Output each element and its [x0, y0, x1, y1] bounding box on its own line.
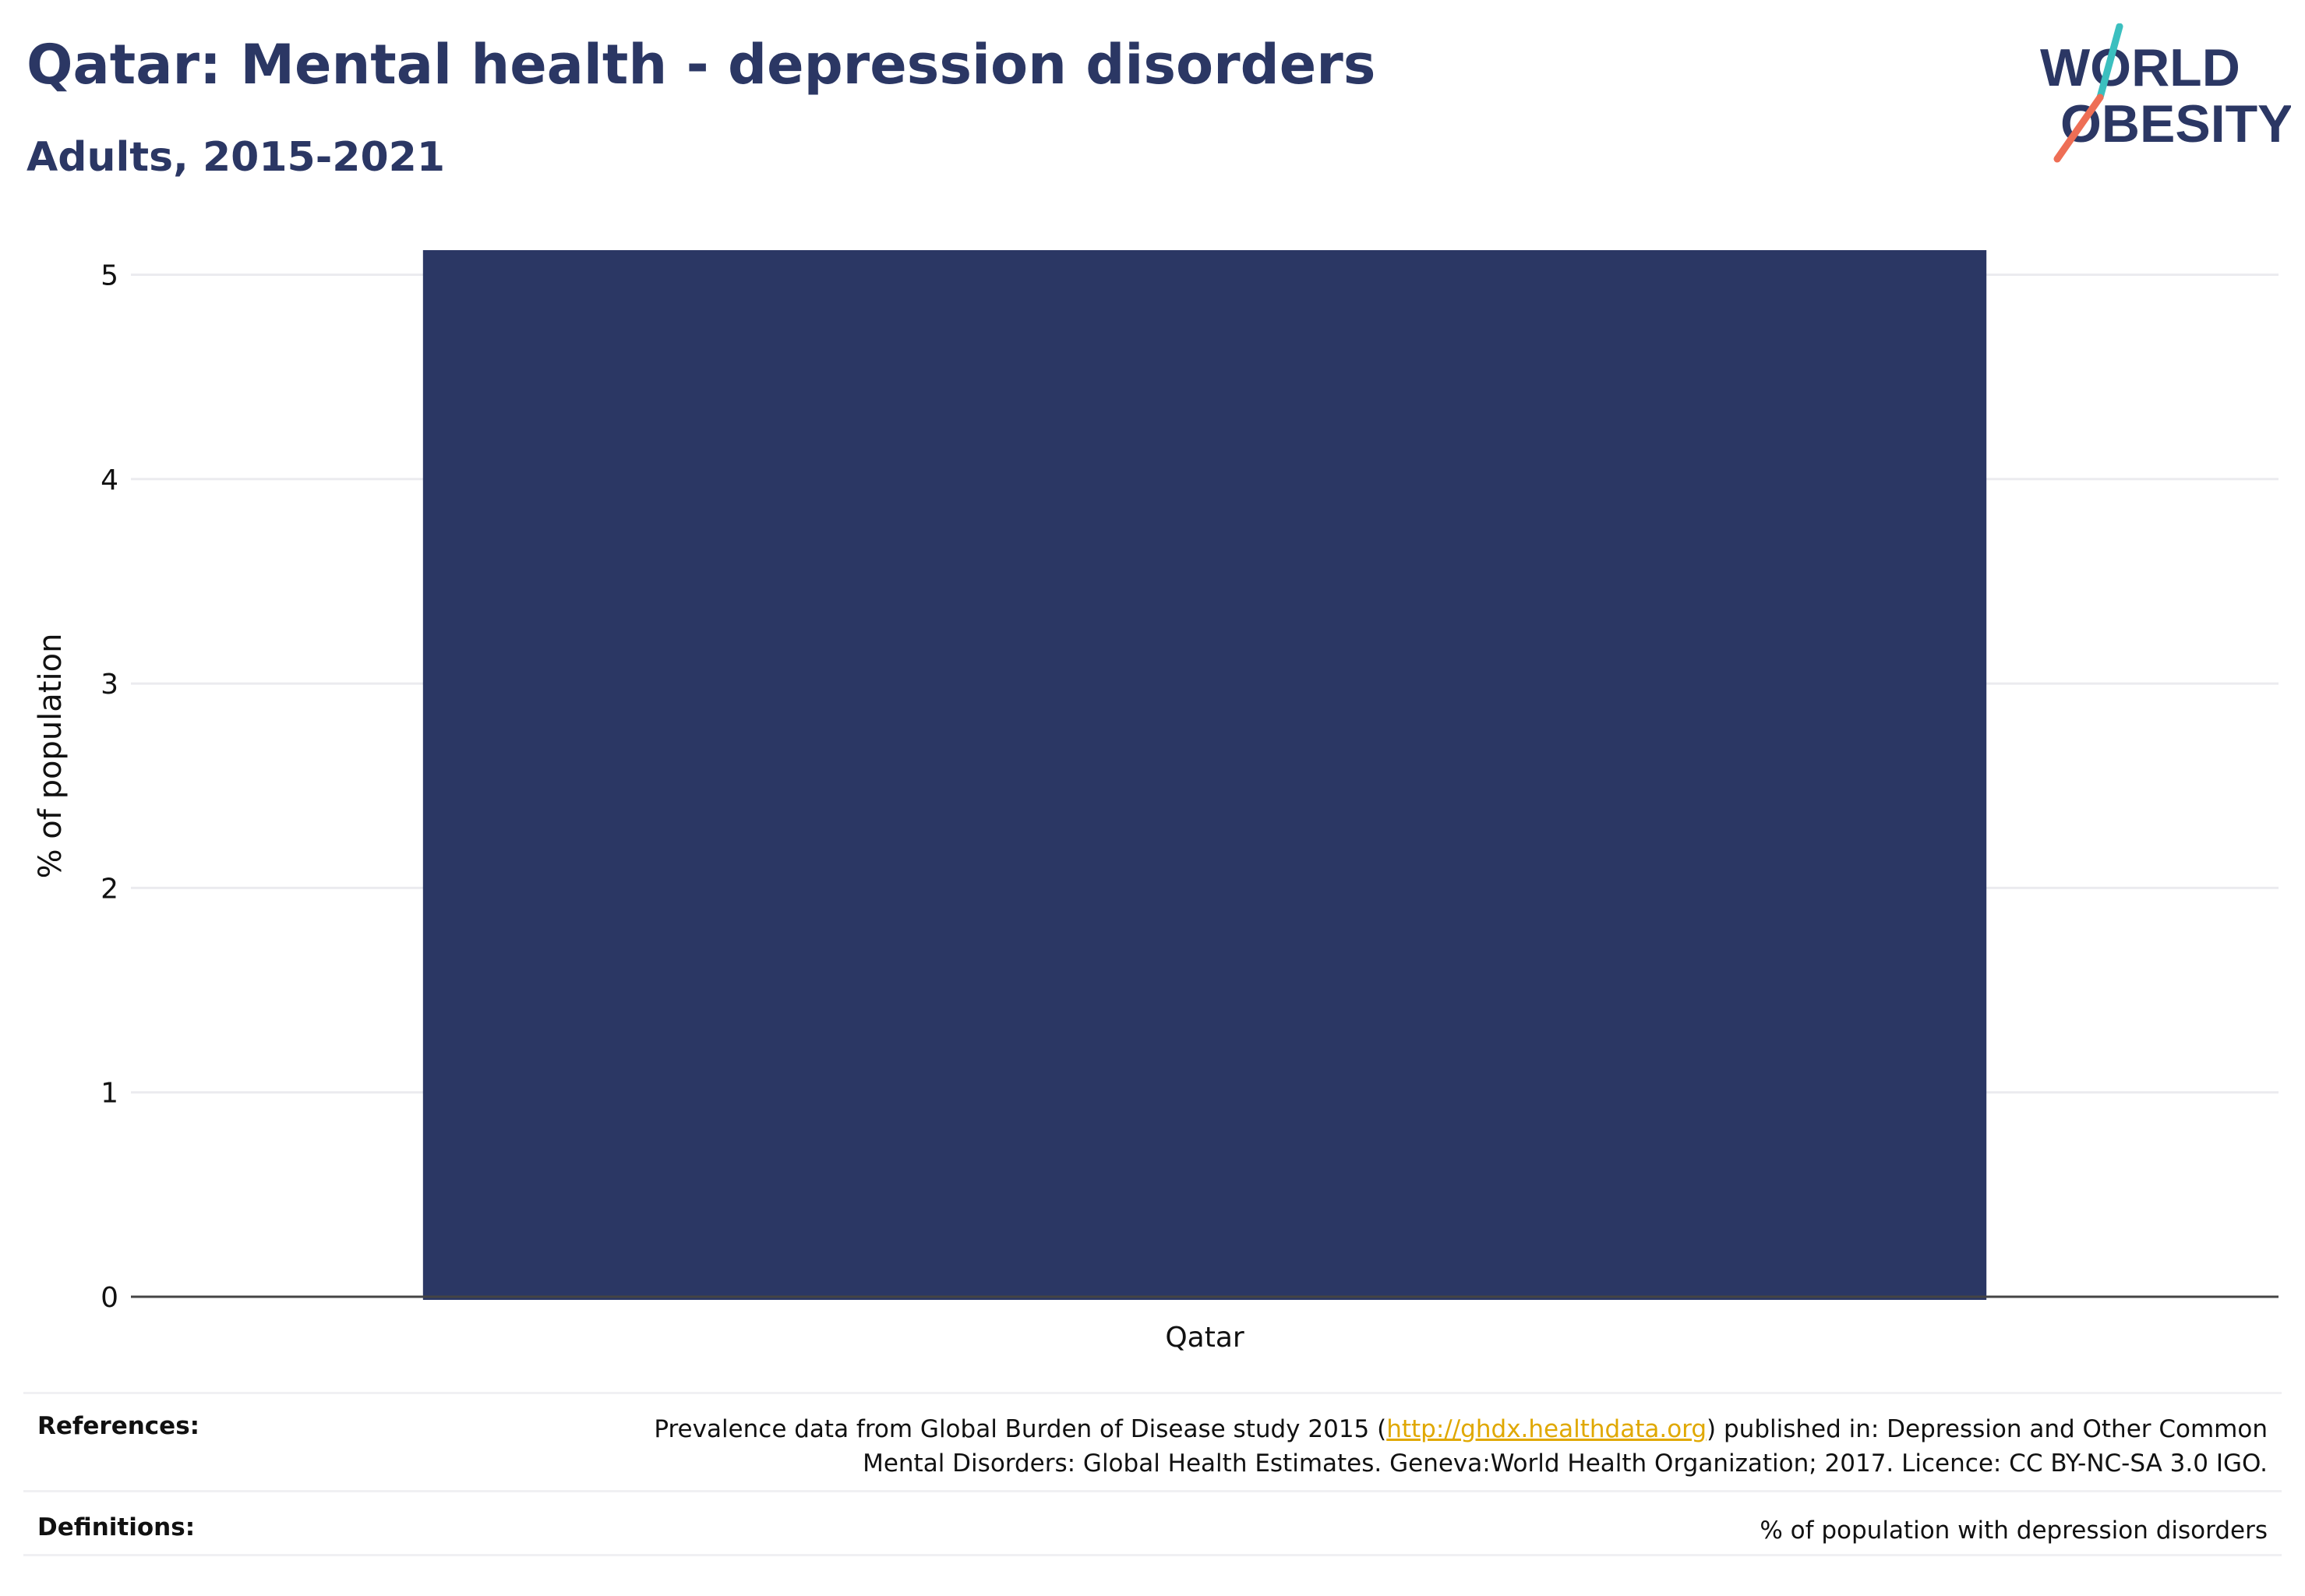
y-tick-label-1: 1 [101, 1078, 118, 1110]
logo-slash-coral-icon [2053, 94, 2104, 163]
y-tick-label-4: 4 [101, 464, 118, 496]
footer-divider-bottom [23, 1554, 2282, 1556]
bar-chart: 0 1 2 3 4 5 Qatar % of population [33, 249, 2279, 1354]
definitions-label: Definitions: [37, 1513, 196, 1541]
references-text: Prevalence data from Global Burden of Di… [654, 1412, 2268, 1481]
references-post: ) published in: Depression and Other Com… [1707, 1415, 2268, 1443]
definitions-row: Definitions: % of population with depres… [23, 1513, 2282, 1552]
y-tick-label-2: 2 [101, 873, 118, 905]
page-title: Qatar: Mental health - depression disord… [26, 33, 1376, 97]
footer-divider-middle [23, 1490, 2282, 1492]
y-tick-label-3: 3 [101, 669, 118, 701]
y-tick-label-5: 5 [101, 260, 118, 291]
references-line2: Mental Disorders: Global Health Estimate… [863, 1449, 2268, 1478]
bar-qatar [422, 249, 1987, 1300]
references-link[interactable]: http://ghdx.healthdata.org [1386, 1415, 1707, 1443]
references-label: References: [37, 1412, 200, 1440]
world-obesity-logo: WORLD OBESITY [2040, 23, 2291, 163]
references-row: References: Prevalence data from Global … [23, 1412, 2282, 1498]
page-subtitle: Adults, 2015-2021 [26, 134, 446, 181]
logo-slash-teal-icon [2096, 23, 2123, 101]
footer-divider-top [23, 1392, 2282, 1394]
y-tick-label-0: 0 [101, 1282, 118, 1314]
y-axis-title: % of population [33, 634, 69, 879]
references-pre: Prevalence data from Global Burden of Di… [654, 1415, 1387, 1443]
logo-word-world: WORLD [2040, 38, 2240, 97]
definitions-text: % of population with depression disorder… [1760, 1517, 2268, 1545]
x-tick-label-qatar: Qatar [1165, 1322, 1244, 1354]
